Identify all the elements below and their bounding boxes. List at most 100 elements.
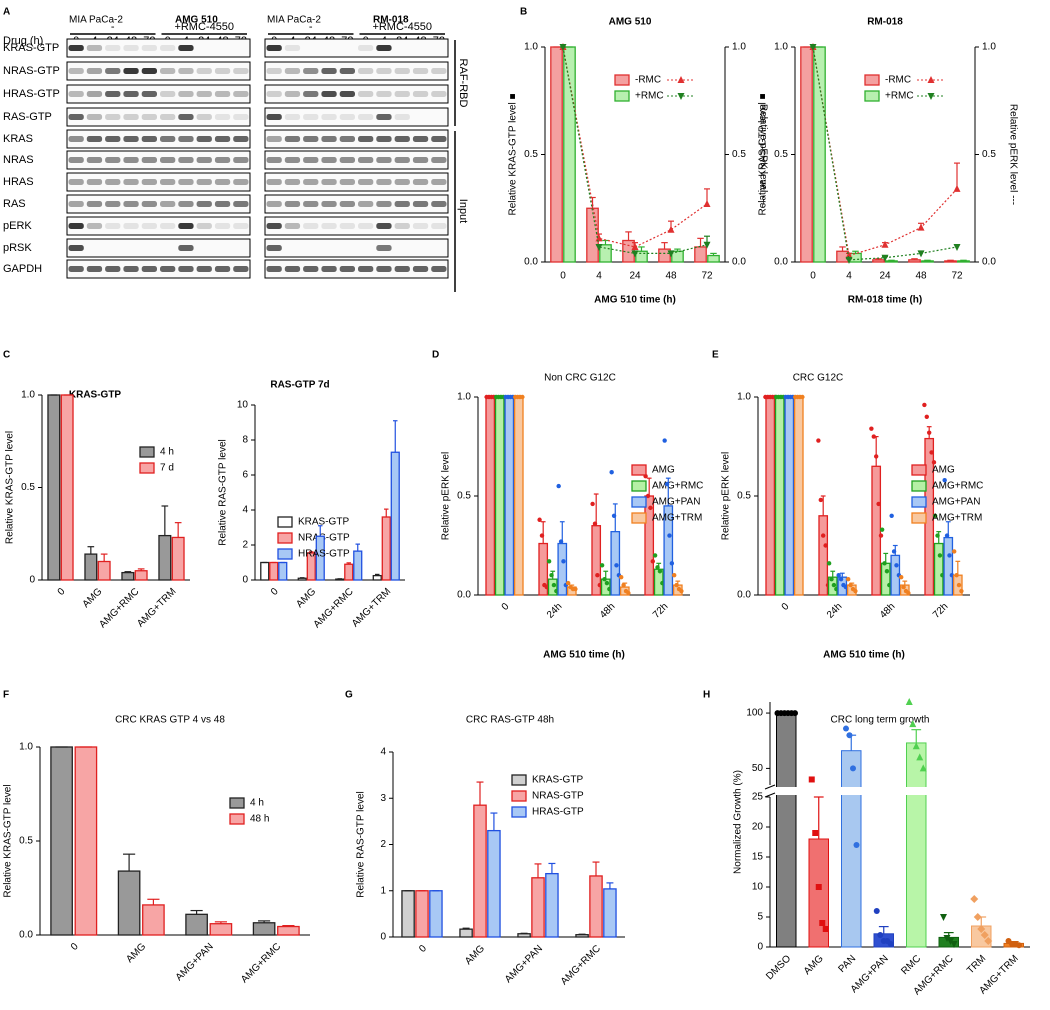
band: [376, 68, 392, 74]
point: [645, 493, 651, 499]
x-tick-label: 72: [701, 271, 713, 282]
bar: [586, 207, 599, 263]
band: [160, 68, 176, 74]
point: [950, 941, 958, 948]
section-label: Input: [457, 199, 469, 223]
point: [614, 563, 619, 568]
bar: [50, 746, 73, 936]
bar: [818, 515, 829, 596]
point: [664, 481, 670, 487]
bar: [429, 890, 443, 938]
band: [266, 223, 282, 229]
point: [905, 698, 913, 705]
band: [303, 136, 319, 142]
band: [303, 91, 319, 97]
legend-label: AMG+PAN: [932, 497, 980, 508]
bar: [776, 712, 797, 948]
bar: [74, 746, 98, 936]
legend-marker: [927, 76, 935, 83]
band: [160, 157, 176, 163]
bar: [813, 46, 826, 263]
bar: [60, 394, 74, 581]
point: [826, 561, 832, 566]
bar: [353, 550, 363, 581]
band: [105, 179, 121, 185]
band: [284, 68, 301, 74]
band: [141, 68, 157, 74]
point: [917, 250, 925, 258]
band: [141, 136, 157, 142]
y-tick-label: 0.0: [737, 590, 751, 601]
legend-label: AMG+RMC: [932, 481, 983, 492]
point: [539, 533, 545, 538]
legend-label: +RMC: [885, 91, 914, 102]
band: [123, 136, 139, 142]
legend-swatch: [864, 74, 880, 86]
y-axis-label: Normalized Growth (%): [733, 770, 744, 874]
point: [831, 582, 837, 588]
chart-title: CRC long term growth: [831, 715, 930, 726]
bar: [707, 254, 720, 263]
blot-frame: [264, 38, 449, 58]
band: [339, 179, 355, 185]
band: [303, 201, 319, 207]
point: [652, 553, 658, 558]
point: [873, 454, 879, 459]
bar: [908, 259, 921, 263]
band: [266, 157, 282, 163]
band: [105, 201, 121, 207]
legend-swatch: [631, 480, 647, 492]
legend-label: AMG: [652, 465, 675, 476]
point: [662, 438, 667, 443]
row-label: NRAS-GTP: [3, 65, 60, 77]
band: [412, 179, 429, 185]
point: [655, 565, 660, 570]
bar: [297, 577, 307, 581]
band: [339, 157, 355, 163]
y-tick-label: 0.5: [457, 491, 471, 502]
band: [123, 266, 139, 272]
legend-label: -RMC: [635, 75, 661, 86]
y-tick-label: 0: [242, 575, 248, 586]
blot-frame: [66, 38, 251, 58]
point: [947, 938, 954, 945]
band: [376, 114, 392, 120]
bar: [800, 46, 813, 263]
legend-label: 7 d: [160, 463, 174, 474]
band: [358, 201, 374, 207]
band: [303, 157, 319, 163]
band: [68, 245, 84, 251]
x-tick-label: 24: [879, 271, 891, 282]
band: [178, 266, 194, 272]
band: [123, 179, 139, 185]
band: [141, 157, 157, 163]
point: [901, 584, 906, 590]
legend-swatch: [614, 90, 630, 102]
point: [884, 569, 890, 574]
point: [537, 517, 542, 522]
bar: [694, 246, 707, 263]
bar: [344, 563, 354, 581]
point: [952, 549, 957, 554]
band: [178, 179, 194, 185]
band: [160, 179, 176, 185]
point: [953, 243, 961, 251]
point: [800, 394, 805, 400]
point: [566, 580, 571, 586]
bar: [121, 571, 135, 581]
band: [266, 114, 282, 120]
band: [214, 201, 231, 207]
y-tick-label: 10: [237, 400, 249, 411]
panel-letter: C: [3, 350, 10, 361]
point: [546, 559, 552, 564]
y-tick-label: 0.0: [732, 257, 746, 268]
legend-swatch: [911, 480, 927, 492]
point: [970, 895, 979, 903]
point: [604, 580, 610, 586]
point: [899, 574, 904, 580]
y-axis-label: Relative pERK level: [721, 452, 732, 540]
band: [123, 45, 139, 51]
point: [667, 250, 675, 258]
band: [376, 136, 392, 142]
chart-title: AMG 510: [609, 17, 652, 28]
